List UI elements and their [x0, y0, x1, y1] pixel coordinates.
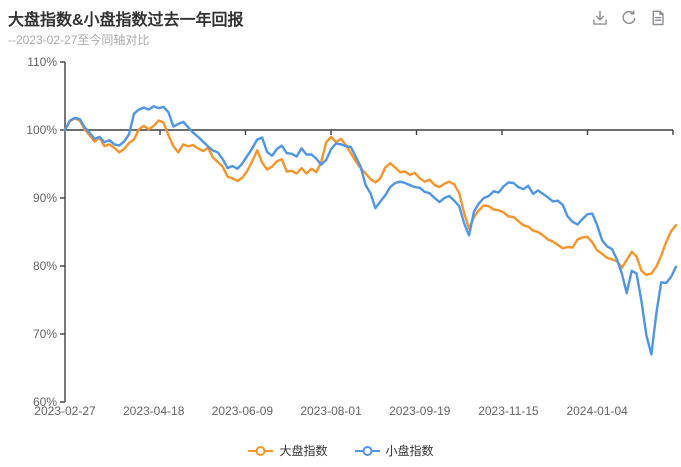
- line-series-marker-icon: [354, 445, 380, 456]
- refresh-button[interactable]: [620, 9, 638, 27]
- y-axis-label: 110%: [27, 55, 57, 69]
- x-axis-label: 2023-09-19: [389, 404, 451, 418]
- legend: 大盘指数 小盘指数: [0, 442, 681, 459]
- x-axis-label: 2023-06-09: [212, 404, 274, 418]
- document-icon: [652, 10, 664, 26]
- download-button[interactable]: [591, 9, 609, 27]
- x-axis-label: 2023-08-01: [300, 404, 362, 418]
- series-line-0[interactable]: [63, 117, 678, 276]
- page-title: 大盘指数&小盘指数过去一年回报: [8, 12, 244, 29]
- line-series-marker-icon: [248, 445, 274, 456]
- refresh-icon: [622, 10, 636, 25]
- y-axis-label: 70%: [33, 327, 57, 341]
- toolbox: [591, 9, 667, 27]
- y-axis-label: 100%: [26, 123, 57, 137]
- x-axis-label: 2023-11-15: [478, 404, 539, 418]
- x-axis-label: 2023-04-18: [123, 404, 185, 418]
- y-axis-label: 90%: [33, 191, 57, 205]
- x-axis-label: 2024-01-04: [566, 404, 628, 418]
- legend-label-small-cap: 小盘指数: [385, 444, 434, 458]
- x-axis-label: 2023-02-27: [34, 404, 96, 418]
- y-axis-label: 80%: [33, 259, 57, 273]
- document-button[interactable]: [649, 9, 667, 27]
- y-axis-label: 60%: [33, 395, 57, 409]
- page-subtitle: --2023-02-27至今同轴对比: [8, 33, 150, 47]
- download-icon: [593, 10, 607, 25]
- legend-label-large-cap: 大盘指数: [279, 444, 328, 458]
- legend-item-large-cap-index[interactable]: 大盘指数: [247, 442, 328, 459]
- legend-item-small-cap-index[interactable]: 小盘指数: [354, 442, 434, 459]
- series-line-1[interactable]: [63, 104, 678, 356]
